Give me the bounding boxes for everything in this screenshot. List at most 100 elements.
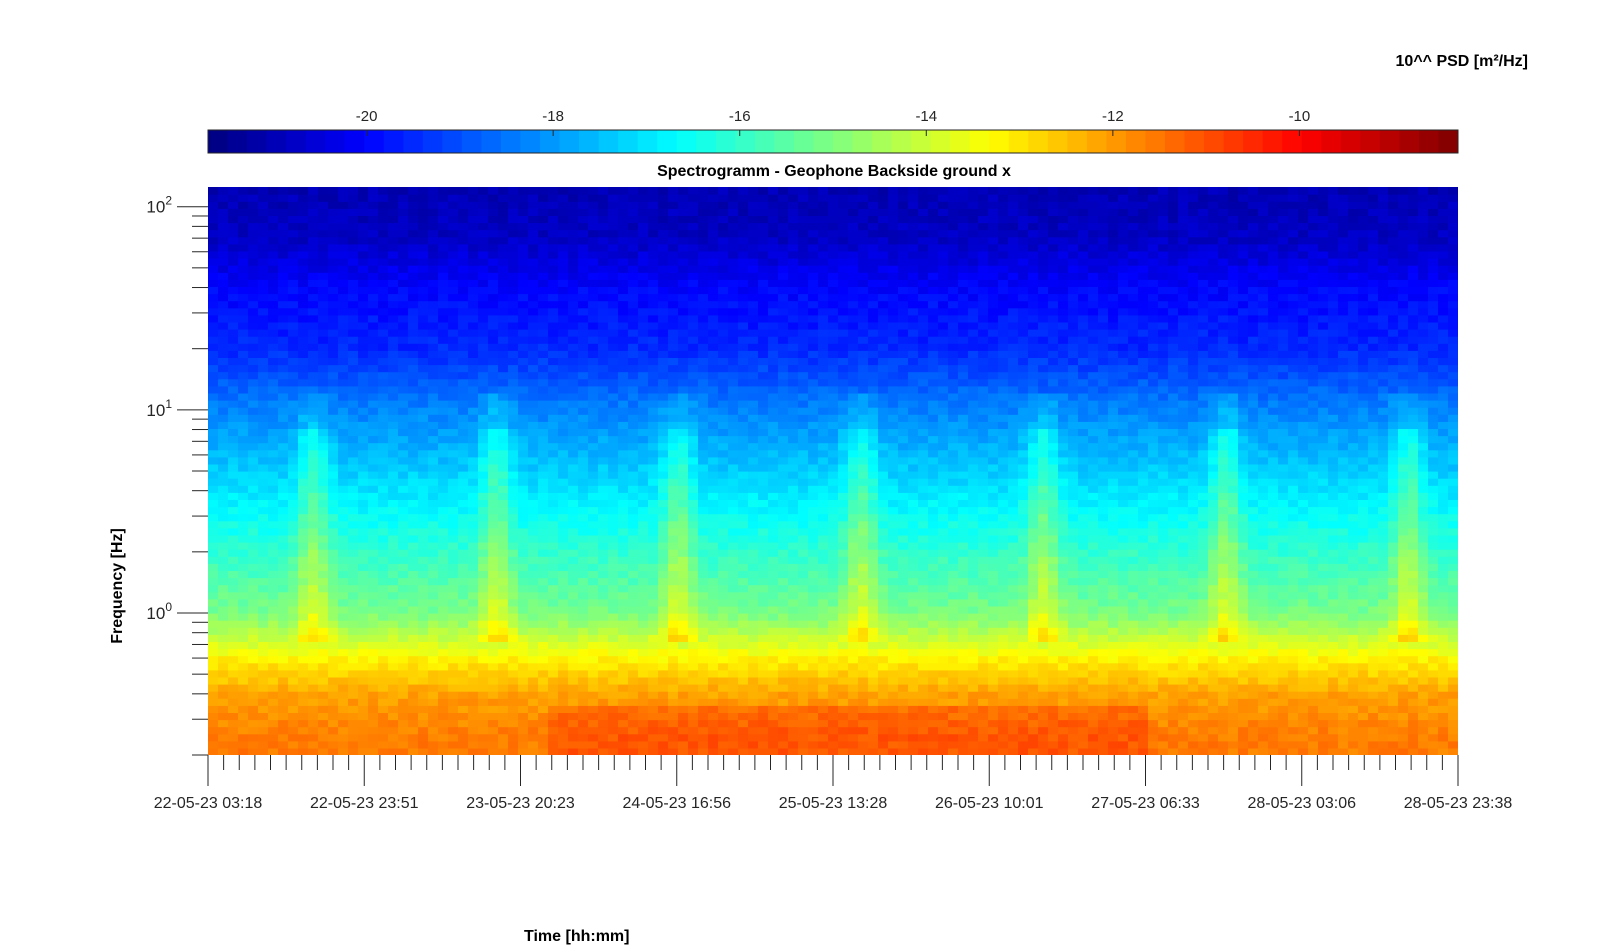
heatmap-cell: [628, 669, 639, 678]
heatmap-cell: [1438, 549, 1449, 557]
heatmap-cell: [318, 570, 329, 579]
heatmap-cell: [498, 613, 509, 621]
heatmap-cell: [958, 669, 969, 678]
heatmap-cell: [588, 605, 599, 614]
heatmap-cell: [948, 641, 959, 650]
heatmap-cell: [328, 662, 339, 671]
heatmap-cell: [1188, 513, 1199, 522]
heatmap-cell: [728, 620, 739, 628]
heatmap-cell: [1138, 726, 1149, 735]
heatmap-cell: [538, 641, 549, 650]
heatmap-cell: [1068, 492, 1079, 500]
heatmap-cell: [1208, 534, 1219, 543]
heatmap-cell: [928, 733, 939, 742]
heatmap-cell: [718, 499, 729, 508]
heatmap-cell: [668, 641, 679, 650]
heatmap-cell: [278, 655, 289, 664]
heatmap-cell: [1218, 655, 1229, 664]
heatmap-cell: [548, 492, 559, 500]
heatmap-cell: [418, 655, 429, 664]
heatmap-cell: [858, 584, 869, 593]
heatmap-cell: [1408, 684, 1419, 692]
heatmap-cell: [228, 485, 239, 493]
heatmap-cell: [428, 705, 439, 713]
heatmap-cell: [578, 485, 589, 493]
heatmap-cell: [358, 513, 369, 522]
heatmap-cell: [1358, 584, 1369, 593]
heatmap-cell: [428, 563, 439, 571]
heatmap-cell: [1088, 740, 1099, 749]
heatmap-cell: [1228, 598, 1239, 607]
heatmap-cell: [1398, 641, 1409, 650]
heatmap-cell: [788, 605, 799, 614]
heatmap-cell: [748, 627, 759, 635]
heatmap-cell: [618, 570, 629, 579]
heatmap-cell: [218, 605, 229, 614]
heatmap-cell: [678, 499, 689, 508]
heatmap-cell: [438, 662, 449, 671]
heatmap-cell: [928, 584, 939, 593]
heatmap-cell: [208, 584, 219, 593]
heatmap-cell: [1068, 662, 1079, 671]
heatmap-cell: [1138, 627, 1149, 635]
heatmap-cell: [1398, 520, 1409, 529]
heatmap-cell: [318, 662, 329, 671]
heatmap-cell: [1028, 662, 1039, 671]
heatmap-cell: [498, 506, 509, 515]
heatmap-cell: [1098, 492, 1109, 500]
heatmap-cell: [1138, 584, 1149, 593]
heatmap-cell: [748, 534, 759, 543]
heatmap-cell: [1368, 499, 1379, 508]
heatmap-cell: [358, 471, 369, 479]
heatmap-cell: [1068, 691, 1079, 699]
heatmap-cell: [248, 620, 259, 628]
heatmap-cell: [988, 485, 999, 493]
heatmap-cell: [718, 698, 729, 706]
heatmap-cell: [248, 520, 259, 529]
heatmap-cell: [748, 471, 759, 479]
heatmap-cell: [818, 740, 829, 749]
heatmap-cell: [898, 471, 909, 479]
heatmap-cell: [1368, 520, 1379, 529]
heatmap-cell: [848, 648, 859, 657]
heatmap-cell: [218, 520, 229, 529]
heatmap-cell: [1248, 740, 1259, 749]
heatmap-cell: [978, 605, 989, 614]
heatmap-cell: [228, 698, 239, 706]
heatmap-cell: [858, 705, 869, 713]
heatmap-cell: [798, 684, 809, 692]
heatmap-cell: [1008, 634, 1019, 642]
heatmap-cell: [638, 549, 649, 557]
heatmap-cell: [388, 684, 399, 692]
heatmap-cell: [258, 513, 269, 522]
heatmap-cell: [1338, 556, 1349, 564]
heatmap-cell: [988, 584, 999, 593]
heatmap-cell: [578, 705, 589, 713]
heatmap-cell: [538, 506, 549, 515]
heatmap-cell: [1258, 577, 1269, 586]
heatmap-cell: [698, 598, 709, 607]
heatmap-cell: [1438, 662, 1449, 671]
heatmap-cell: [258, 719, 269, 728]
heatmap-cell: [1208, 662, 1219, 671]
heatmap-cell: [818, 726, 829, 735]
heatmap-cell: [738, 605, 749, 614]
heatmap-cell: [1308, 684, 1319, 692]
heatmap-cell: [828, 485, 839, 493]
heatmap-cell: [378, 598, 389, 607]
heatmap-cell: [978, 613, 989, 621]
heatmap-cell: [238, 527, 249, 536]
heatmap-cell: [1108, 478, 1119, 486]
heatmap-cell: [938, 648, 949, 657]
heatmap-cell: [868, 478, 879, 486]
heatmap-cell: [468, 747, 479, 755]
heatmap-cell: [1268, 684, 1279, 692]
heatmap-cell: [658, 620, 669, 628]
heatmap-cell: [578, 513, 589, 522]
heatmap-cell: [1248, 570, 1259, 579]
heatmap-cell: [378, 620, 389, 628]
heatmap-cell: [838, 577, 849, 586]
heatmap-cell: [1408, 591, 1419, 600]
heatmap-cell: [1338, 534, 1349, 543]
heatmap-cell: [918, 641, 929, 650]
